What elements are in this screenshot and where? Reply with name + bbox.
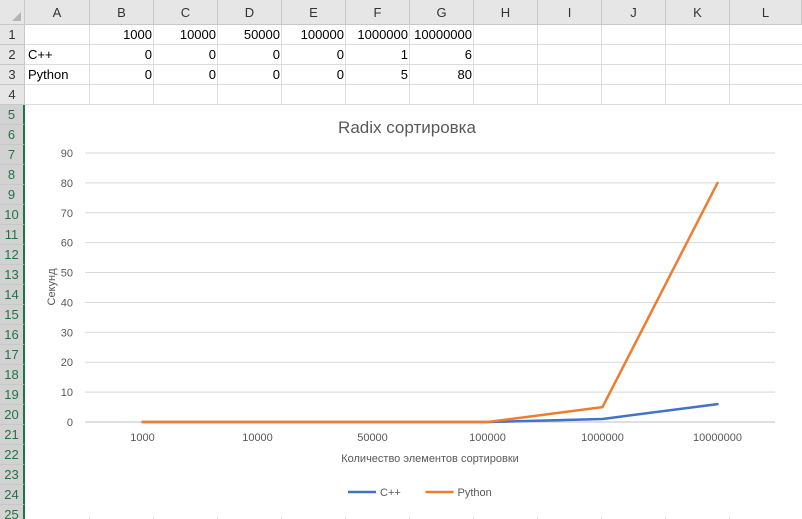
select-all-triangle-icon bbox=[12, 12, 21, 21]
row-header-16[interactable]: 16 bbox=[0, 325, 25, 345]
cell-a2[interactable]: C++ bbox=[28, 47, 53, 62]
row-gridline bbox=[25, 104, 802, 105]
legend-label: Python bbox=[458, 487, 492, 499]
row-header-6[interactable]: 6 bbox=[0, 125, 25, 145]
cell-b1[interactable]: 1000 bbox=[123, 27, 152, 42]
column-header-d[interactable]: D bbox=[218, 0, 282, 25]
x-tick-label: 1000 bbox=[130, 432, 154, 444]
cell-e3[interactable]: 0 bbox=[336, 67, 344, 82]
cell-a3[interactable]: Python bbox=[28, 67, 69, 82]
y-tick-label: 60 bbox=[61, 238, 73, 250]
y-tick-label: 70 bbox=[61, 208, 73, 220]
row-header-21[interactable]: 21 bbox=[0, 425, 25, 445]
y-tick-label: 20 bbox=[61, 357, 73, 369]
x-tick-label: 1000000 bbox=[581, 432, 624, 444]
chart-object[interactable]: Radix сортировка 0 10 20 30 40 50 60 70 80 90 100… bbox=[25, 105, 802, 517]
row-header-12[interactable]: 12 bbox=[0, 245, 25, 265]
row-header-17[interactable]: 17 bbox=[0, 345, 25, 365]
cell-d1[interactable]: 50000 bbox=[243, 27, 280, 42]
row-header-19[interactable]: 19 bbox=[0, 385, 25, 405]
column-header-f[interactable]: F bbox=[346, 0, 410, 25]
cell-b3[interactable]: 0 bbox=[144, 67, 152, 82]
cell-d3[interactable]: 0 bbox=[272, 67, 280, 82]
row-header-7[interactable]: 7 bbox=[0, 145, 25, 165]
row-header-1[interactable]: 1 bbox=[0, 25, 25, 45]
row-gridline bbox=[25, 64, 802, 65]
row-header-3[interactable]: 3 bbox=[0, 65, 25, 85]
y-tick-label: 90 bbox=[61, 148, 73, 160]
column-header-l[interactable]: L bbox=[730, 0, 802, 25]
column-header-k[interactable]: K bbox=[666, 0, 730, 25]
cell-e1[interactable]: 100000 bbox=[300, 27, 344, 42]
row-header-8[interactable]: 8 bbox=[0, 165, 25, 185]
cell-c3[interactable]: 0 bbox=[208, 67, 216, 82]
row-header-23[interactable]: 23 bbox=[0, 465, 25, 485]
row-header-22[interactable]: 22 bbox=[0, 445, 25, 465]
line-chart: Radix сортировка 0 10 20 30 40 50 60 70 80 90 100… bbox=[46, 118, 775, 499]
column-header-h[interactable]: H bbox=[474, 0, 538, 25]
row-gridline bbox=[25, 44, 802, 45]
cell-b2[interactable]: 0 bbox=[144, 47, 152, 62]
column-header-c[interactable]: C bbox=[154, 0, 218, 25]
y-axis-title[interactable]: Секунд bbox=[46, 268, 58, 306]
row-header-9[interactable]: 9 bbox=[0, 185, 25, 205]
cell-f2[interactable]: 1 bbox=[400, 47, 408, 62]
row-gridline bbox=[25, 84, 802, 85]
cell-f3[interactable]: 5 bbox=[400, 67, 408, 82]
column-header-b[interactable]: B bbox=[90, 0, 154, 25]
y-tick-label: 30 bbox=[61, 327, 73, 339]
x-axis-title[interactable]: Количество элементов сортировки bbox=[341, 453, 519, 465]
row-header-15[interactable]: 15 bbox=[0, 305, 25, 325]
x-tick-label: 50000 bbox=[357, 432, 388, 444]
y-tick-label: 10 bbox=[61, 387, 73, 399]
column-header-e[interactable]: E bbox=[282, 0, 346, 25]
cell-c1[interactable]: 10000 bbox=[179, 27, 216, 42]
cell-g3[interactable]: 80 bbox=[457, 67, 472, 82]
legend-label: C++ bbox=[380, 487, 401, 499]
row-header-4[interactable]: 4 bbox=[0, 85, 25, 105]
chart-legend[interactable]: C++ Python bbox=[348, 487, 492, 499]
row-header-11[interactable]: 11 bbox=[0, 225, 25, 245]
y-tick-label: 80 bbox=[61, 178, 73, 190]
x-tick-label: 10000000 bbox=[693, 432, 742, 444]
row-header-13[interactable]: 13 bbox=[0, 265, 25, 285]
cell-f1[interactable]: 1000000 bbox=[357, 27, 408, 42]
y-tick-label: 40 bbox=[61, 297, 73, 309]
row-header-2[interactable]: 2 bbox=[0, 45, 25, 65]
column-header-j[interactable]: J bbox=[602, 0, 666, 25]
cell-c2[interactable]: 0 bbox=[208, 47, 216, 62]
column-header-a[interactable]: A bbox=[25, 0, 90, 25]
row-header-20[interactable]: 20 bbox=[0, 405, 25, 425]
row-header-24[interactable]: 24 bbox=[0, 485, 25, 505]
column-header-i[interactable]: I bbox=[538, 0, 602, 25]
chart-title[interactable]: Radix сортировка bbox=[338, 118, 476, 137]
row-header-18[interactable]: 18 bbox=[0, 365, 25, 385]
cell-g2[interactable]: 6 bbox=[464, 47, 472, 62]
select-all-button[interactable] bbox=[0, 0, 25, 25]
row-header-10[interactable]: 10 bbox=[0, 205, 25, 225]
cell-e2[interactable]: 0 bbox=[336, 47, 344, 62]
column-header-g[interactable]: G bbox=[410, 0, 474, 25]
cell-d2[interactable]: 0 bbox=[272, 47, 280, 62]
x-tick-label: 100000 bbox=[469, 432, 506, 444]
x-tick-label: 10000 bbox=[242, 432, 273, 444]
row-header-14[interactable]: 14 bbox=[0, 285, 25, 305]
series-line-python[interactable] bbox=[141, 181, 719, 424]
y-tick-label: 0 bbox=[67, 417, 73, 429]
y-tick-label: 50 bbox=[61, 268, 73, 280]
row-header-25[interactable]: 25 bbox=[0, 505, 25, 519]
series-line-cpp[interactable] bbox=[141, 402, 719, 424]
row-header-5[interactable]: 5 bbox=[0, 105, 25, 125]
cell-g1[interactable]: 10000000 bbox=[414, 27, 472, 42]
